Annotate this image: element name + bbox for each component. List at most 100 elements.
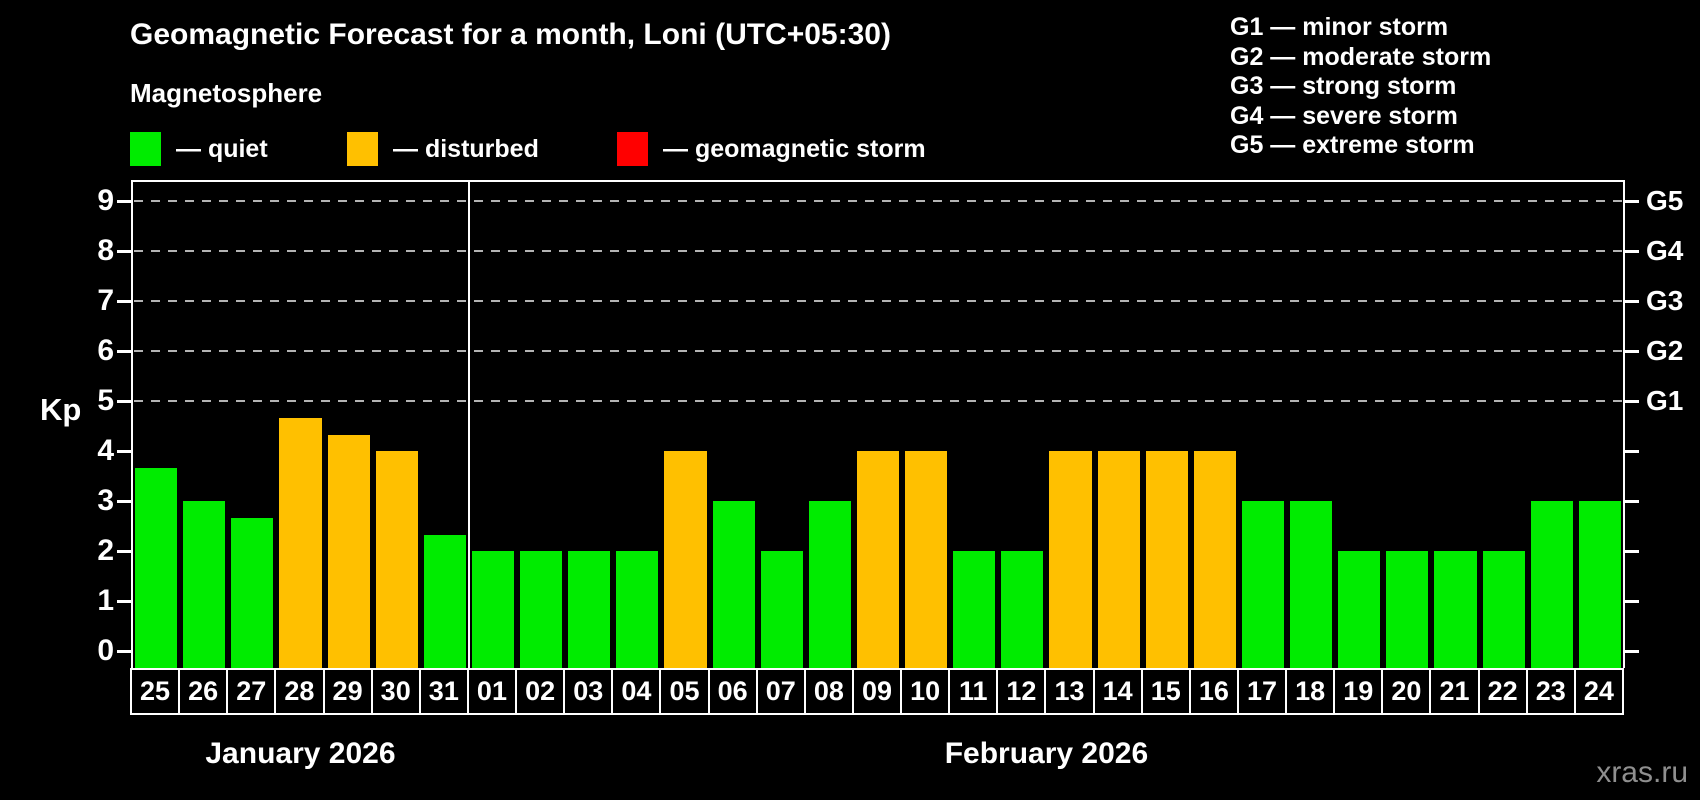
kp-bar (953, 551, 996, 668)
y-tick-right (1625, 400, 1639, 403)
date-cell: 05 (661, 668, 710, 715)
kp-bar (1290, 501, 1333, 668)
date-cell: 20 (1383, 668, 1432, 715)
y-axis-right (1623, 180, 1625, 668)
kp-bar (1386, 551, 1429, 668)
date-cell: 28 (276, 668, 325, 715)
y-tick-left (117, 600, 131, 603)
watermark: xras.ru (1596, 756, 1688, 789)
date-cell: 29 (324, 668, 373, 715)
kp-bar (905, 451, 948, 668)
status-legend: — quiet — disturbed — geomagnetic storm (0, 132, 1100, 172)
gridline-kp8 (134, 250, 1622, 252)
y-tick-right (1625, 300, 1639, 303)
kp-bar (135, 467, 178, 668)
date-cell: 06 (709, 668, 758, 715)
kp-bar (1482, 551, 1525, 668)
y-tick-right (1625, 350, 1639, 353)
date-cell: 09 (853, 668, 903, 715)
gridline-kp9 (134, 200, 1622, 202)
y-tick-right (1625, 600, 1639, 603)
g-scale-label-g1: G1 (1646, 385, 1684, 416)
kp-bar (1530, 501, 1573, 668)
legend-item-disturbed: — disturbed (347, 132, 539, 166)
date-cell: 03 (565, 668, 614, 715)
date-cell: 21 (1431, 668, 1480, 715)
kp-bar (568, 551, 611, 668)
date-cell: 16 (1190, 668, 1239, 715)
geomagnetic-storm-color-swatch (617, 132, 648, 166)
y-axis-label: Kp (40, 392, 82, 427)
y-tick-label: 9 (97, 184, 114, 217)
gridline-kp5 (134, 400, 1622, 402)
y-tick-label: 0 (97, 634, 114, 667)
y-tick-left (117, 400, 131, 403)
y-tick-left (117, 500, 131, 503)
date-cell: 10 (902, 668, 951, 715)
kp-bar (1578, 501, 1621, 668)
kp-bar (231, 517, 274, 668)
date-cell: 26 (180, 668, 229, 715)
kp-bar (1049, 451, 1092, 668)
kp-bar (616, 551, 659, 668)
y-tick-label: 2 (97, 534, 114, 567)
y-tick-right (1625, 250, 1639, 253)
quiet-color-swatch (130, 132, 161, 166)
g-legend-line: G1 — minor storm (1230, 13, 1449, 41)
y-tick-label: 7 (97, 284, 114, 317)
kp-bar (423, 534, 466, 668)
y-tick-left (117, 450, 131, 453)
kp-bar (1097, 451, 1140, 668)
y-tick-left (117, 250, 131, 253)
y-tick-label: 1 (97, 584, 114, 617)
kp-bar (520, 551, 563, 668)
g-scale-label-g3: G3 (1646, 285, 1684, 316)
gridline-kp7 (134, 300, 1622, 302)
kp-bar (808, 501, 851, 668)
kp-bar (856, 451, 900, 668)
y-tick-label: 4 (97, 434, 114, 467)
kp-bar (1193, 451, 1236, 668)
date-cell: 23 (1527, 668, 1576, 715)
y-tick-left (117, 200, 131, 203)
month-label: February 2026 (944, 737, 1149, 770)
kp-bar (1338, 551, 1381, 668)
y-tick-right (1625, 200, 1639, 203)
chart-subtitle: Magnetosphere (130, 78, 323, 108)
disturbed-color-swatch (347, 132, 378, 166)
date-cell: 19 (1335, 668, 1384, 715)
legend-item-geomagnetic-storm: — geomagnetic storm (617, 132, 926, 166)
kp-bar (1241, 501, 1285, 668)
g-legend-line: G2 — moderate storm (1230, 42, 1492, 71)
date-cell: 17 (1238, 668, 1288, 715)
date-cell: 15 (1142, 668, 1191, 715)
plot-top-border (131, 180, 1625, 182)
kp-bar (760, 551, 803, 668)
kp-bar (664, 451, 707, 668)
y-tick-left (117, 550, 131, 553)
y-tick-right (1625, 650, 1639, 653)
kp-bar (279, 417, 322, 668)
kp-bar (1001, 551, 1044, 668)
chart-title: Geomagnetic Forecast for a month, Loni (… (130, 18, 891, 51)
g-legend-line: G3 — strong storm (1230, 72, 1457, 100)
y-tick-left (117, 650, 131, 653)
month-separator (467, 182, 470, 668)
y-tick-left (117, 300, 131, 303)
y-tick-right (1625, 450, 1639, 453)
y-tick-left (117, 350, 131, 353)
kp-bar (183, 501, 226, 668)
date-cell: 04 (613, 668, 662, 715)
date-cell: 02 (517, 668, 566, 715)
kp-bar (1145, 451, 1188, 668)
date-cell: 11 (950, 668, 999, 715)
y-axis-left (131, 180, 133, 668)
kp-bar (471, 551, 515, 668)
gridline-kp6 (134, 350, 1622, 352)
date-cell: 12 (998, 668, 1047, 715)
g-scale-label-g2: G2 (1646, 335, 1684, 366)
date-cell: 07 (757, 668, 806, 715)
g-scale-label-g4: G4 (1646, 235, 1684, 266)
y-tick-right (1625, 550, 1639, 553)
